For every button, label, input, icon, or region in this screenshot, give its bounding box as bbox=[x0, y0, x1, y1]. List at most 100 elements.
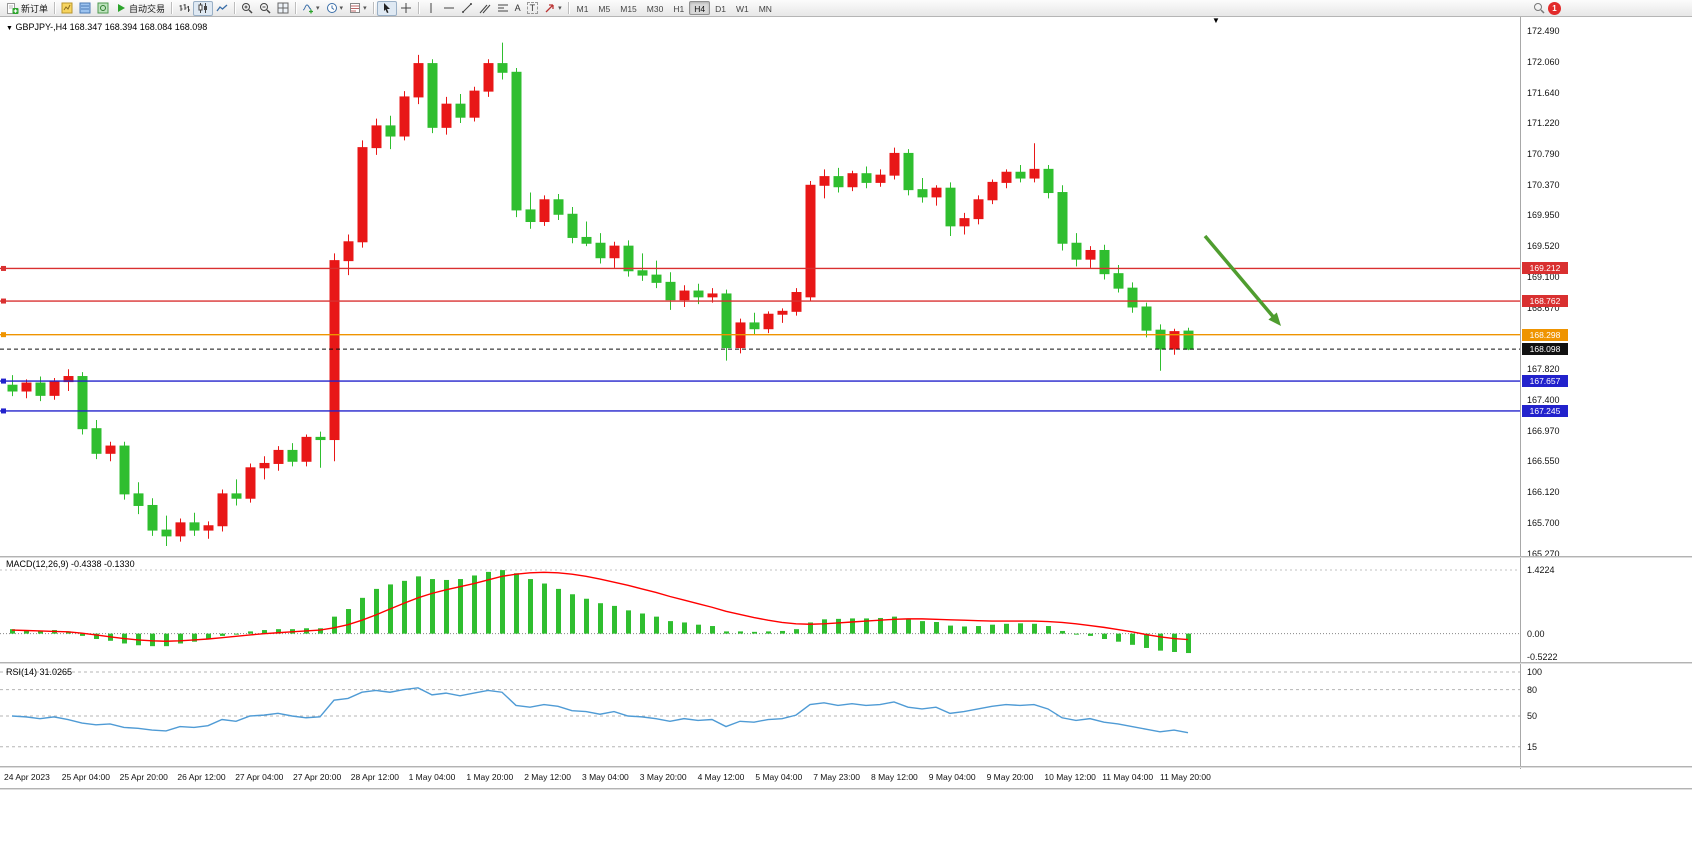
macd-histogram-bar bbox=[920, 621, 925, 634]
candle-body bbox=[693, 290, 704, 298]
timeframe-m30-button[interactable]: M30 bbox=[646, 4, 664, 14]
navigator-button[interactable] bbox=[94, 1, 112, 16]
line-chart-button[interactable] bbox=[213, 1, 231, 16]
candle-body bbox=[385, 125, 396, 137]
candle-body bbox=[973, 199, 984, 220]
label-tool-button[interactable]: T bbox=[524, 1, 542, 16]
macd-scale-label: 1.4224 bbox=[1527, 565, 1555, 575]
macd-histogram-bar bbox=[668, 621, 673, 634]
indicators-icon bbox=[302, 4, 314, 14]
candle-body bbox=[469, 90, 480, 118]
market-watch-button[interactable] bbox=[58, 1, 76, 16]
price-line-badge: 167.657 bbox=[1522, 375, 1568, 388]
tile-windows-button[interactable] bbox=[274, 1, 292, 16]
candle-body bbox=[315, 436, 326, 441]
macd-histogram-bar bbox=[878, 617, 883, 634]
line-anchor-handle[interactable] bbox=[1, 265, 6, 271]
candle-body bbox=[931, 187, 942, 198]
candle-body bbox=[1043, 168, 1054, 194]
hlines-layer[interactable] bbox=[0, 265, 1520, 414]
fibonacci-icon bbox=[497, 4, 508, 12]
macd-histogram-bar bbox=[234, 633, 239, 635]
ohlc-readout: 168.347 168.394 168.084 168.098 bbox=[69, 22, 208, 32]
candle-body bbox=[651, 274, 662, 283]
rsi-indicator-label: RSI(14) 31.0265 bbox=[6, 667, 73, 677]
price-axis-label: 167.400 bbox=[1527, 394, 1560, 405]
candle-body bbox=[399, 96, 410, 137]
candle-body bbox=[259, 462, 270, 469]
price-axis-label: 166.120 bbox=[1527, 487, 1560, 498]
timeframe-d1-button[interactable]: D1 bbox=[715, 4, 726, 14]
label-tool-icon: T bbox=[526, 2, 539, 14]
time-axis-label: 3 May 04:00 bbox=[582, 772, 629, 782]
zoom-in-button[interactable] bbox=[238, 1, 256, 16]
candle-body bbox=[679, 290, 690, 301]
candle-body bbox=[609, 245, 620, 259]
timeframe-h4-button[interactable]: H4 bbox=[689, 1, 711, 15]
text-tool-button[interactable]: A bbox=[512, 1, 524, 16]
templates-button[interactable]: ▾ bbox=[346, 1, 370, 16]
candlestick-chart-button[interactable] bbox=[193, 0, 214, 16]
zoom-in-icon bbox=[242, 3, 253, 14]
zoom-out-button[interactable] bbox=[256, 1, 274, 16]
macd-histogram-bar bbox=[640, 613, 645, 634]
crosshair-tool-button[interactable] bbox=[397, 1, 415, 16]
candle-body bbox=[665, 281, 676, 301]
line-anchor-handle[interactable] bbox=[1, 408, 6, 414]
auto-trading-button[interactable]: 自动交易 bbox=[112, 1, 168, 16]
trend-arrow-head[interactable] bbox=[1268, 312, 1281, 326]
bar-chart-icon bbox=[179, 4, 191, 12]
macd-histogram-bar bbox=[416, 576, 421, 634]
macd-histogram-bar bbox=[1032, 623, 1037, 634]
time-axis[interactable]: 24 Apr 2023 25 Apr 04:00 25 Apr 20:00 26 Ap… bbox=[0, 769, 1692, 785]
bar-chart-button[interactable] bbox=[175, 1, 193, 16]
periods-button[interactable]: ▾ bbox=[323, 1, 347, 16]
new-order-button[interactable]: 新订单 bbox=[3, 1, 51, 16]
timeframe-w1-button[interactable]: W1 bbox=[735, 4, 749, 14]
rsi-scale-label: 100 bbox=[1527, 667, 1543, 677]
annotations-layer[interactable] bbox=[1203, 234, 1281, 326]
vertical-line-icon bbox=[430, 3, 432, 13]
indicators-button[interactable]: ▾ bbox=[299, 1, 323, 16]
timeframe-m15-button[interactable]: M15 bbox=[620, 4, 637, 14]
search-button[interactable] bbox=[1530, 1, 1548, 16]
notification-button[interactable]: 1 bbox=[1548, 1, 1561, 15]
time-axis-label: 3 May 20:00 bbox=[639, 772, 687, 782]
time-axis-label: 5 May 04:00 bbox=[755, 772, 803, 782]
rsi-line bbox=[11, 687, 1189, 734]
chart-shift-marker-icon[interactable]: ▼ bbox=[1212, 16, 1220, 25]
data-window-button[interactable] bbox=[76, 1, 94, 16]
price-axis-label: 165.270 bbox=[1527, 549, 1560, 559]
fibonacci-tool-button[interactable] bbox=[494, 1, 512, 16]
channel-tool-button[interactable] bbox=[476, 1, 494, 16]
arrows-tool-button[interactable]: ▾ bbox=[541, 1, 565, 16]
macd-rsi-divider[interactable] bbox=[0, 662, 1692, 664]
vertical-line-tool-button[interactable] bbox=[422, 1, 440, 16]
timeframe-mn-button[interactable]: MN bbox=[758, 4, 772, 14]
line-anchor-handle[interactable] bbox=[1, 378, 6, 384]
candle-body bbox=[763, 313, 774, 330]
line-anchor-handle[interactable] bbox=[1, 298, 6, 304]
macd-histogram-bar bbox=[780, 630, 785, 634]
time-axis-label: 28 Apr 12:00 bbox=[350, 772, 400, 782]
macd-signal-line bbox=[11, 571, 1189, 642]
macd-histogram-bar bbox=[402, 580, 407, 634]
cursor-tool-button[interactable] bbox=[376, 0, 397, 16]
macd-histogram-bar bbox=[976, 626, 981, 634]
timeframe-h1-button[interactable]: H1 bbox=[673, 4, 685, 14]
timeframe-m1-button[interactable]: M1 bbox=[576, 4, 589, 14]
trendline-tool-button[interactable] bbox=[458, 1, 476, 16]
candle-body bbox=[217, 493, 228, 527]
time-axis-label: 24 Apr 2023 bbox=[4, 772, 50, 782]
auto-trading-label: 自动交易 bbox=[129, 3, 166, 14]
horizontal-line-tool-button[interactable] bbox=[440, 1, 458, 16]
line-anchor-handle[interactable] bbox=[1, 332, 6, 338]
symbol-dropdown-icon[interactable]: ▼ bbox=[6, 25, 13, 32]
main-macd-divider[interactable] bbox=[0, 556, 1692, 558]
price-axis[interactable]: 169.212 168.762 168.298 168.098 167.657 167.2… bbox=[1521, 17, 1692, 769]
trend-arrow-shaft[interactable] bbox=[1203, 234, 1278, 322]
timeframe-m5-button[interactable]: M5 bbox=[598, 4, 611, 14]
bottom-scroll-groove[interactable] bbox=[0, 788, 1692, 790]
macd-histogram-bar bbox=[1172, 633, 1177, 652]
